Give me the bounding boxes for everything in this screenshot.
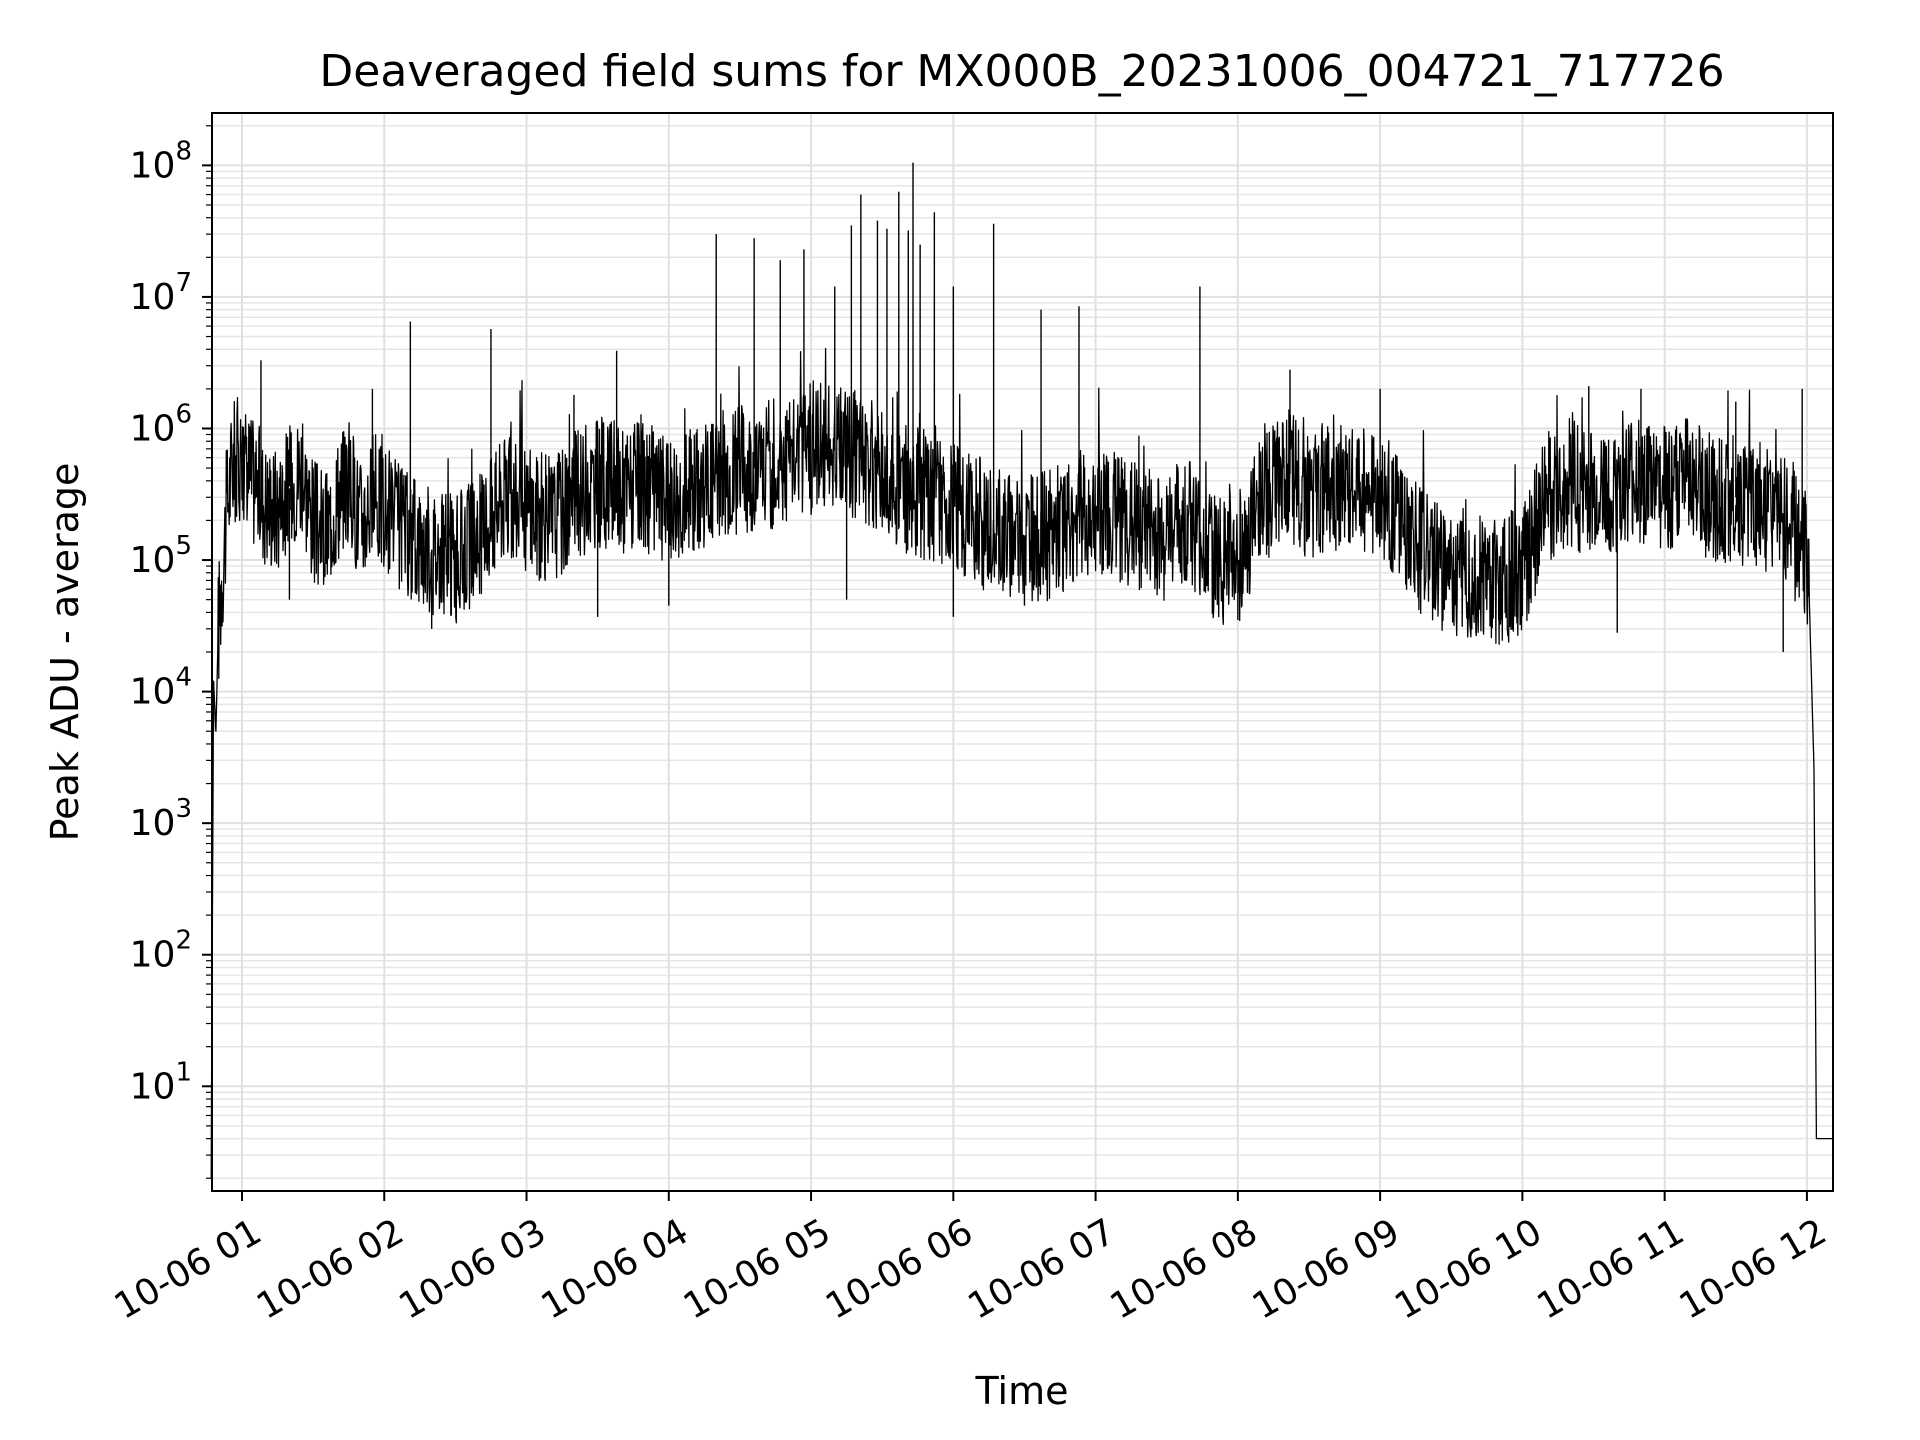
y-tick-label: 106 [130, 399, 192, 449]
y-tick-base: 10 [130, 540, 176, 581]
y-tick-label: 107 [130, 268, 192, 318]
y-tick-label: 102 [130, 926, 192, 976]
y-tick-base: 10 [130, 277, 176, 318]
y-tick-base: 10 [130, 1066, 176, 1107]
chart-title: Deaveraged field sums for MX000B_2023100… [319, 46, 1724, 97]
x-axis-title: Time [975, 1369, 1069, 1413]
grid-layer [212, 113, 1833, 1191]
y-tick-exponent: 7 [175, 268, 192, 298]
y-axis-title: Peak ADU - average [43, 463, 87, 842]
y-tick-exponent: 6 [175, 399, 192, 429]
y-tick-exponent: 5 [175, 531, 192, 561]
y-tick-base: 10 [130, 935, 176, 976]
y-tick-exponent: 3 [175, 794, 192, 824]
y-tick-base: 10 [130, 145, 176, 186]
series-layer [210, 162, 1834, 1179]
y-tick-label: 108 [130, 136, 192, 186]
y-tick-exponent: 8 [175, 136, 192, 166]
y-tick-base: 10 [130, 803, 176, 844]
y-tick-label: 103 [130, 794, 192, 844]
y-tick-base: 10 [130, 408, 176, 449]
series-line-0 [210, 348, 1834, 1179]
y-tick-label: 105 [130, 531, 192, 581]
y-tick-exponent: 4 [175, 663, 192, 693]
y-tick-exponent: 1 [175, 1057, 192, 1087]
y-tick-base: 10 [130, 672, 176, 713]
y-tick-exponent: 2 [175, 926, 192, 956]
y-tick-label: 104 [130, 663, 192, 713]
y-tick-label: 101 [130, 1057, 192, 1107]
